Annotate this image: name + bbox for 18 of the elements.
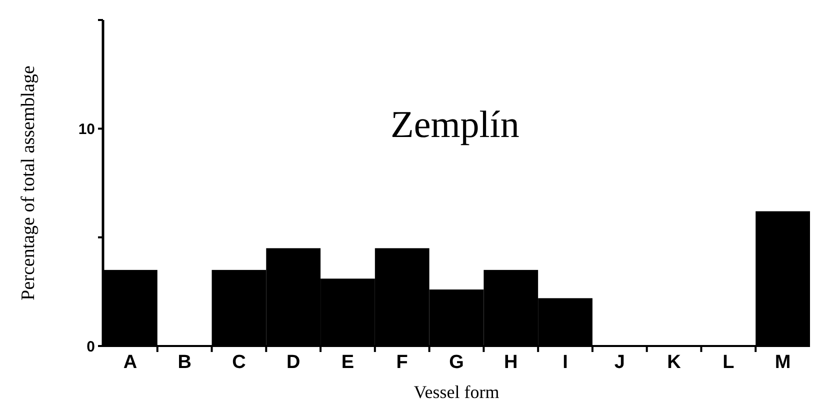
x-tick-label: A <box>123 352 138 373</box>
x-tick-label: F <box>396 352 408 373</box>
x-tick-label: D <box>286 352 300 373</box>
x-tick-label: L <box>722 352 735 373</box>
x-tick-label: G <box>449 352 464 373</box>
y-tick-label: 10 <box>78 120 95 138</box>
x-tick-label: B <box>178 352 192 373</box>
x-tick-label: E <box>341 352 354 373</box>
x-tick-label: I <box>562 352 568 373</box>
x-tick-label: K <box>667 352 682 373</box>
x-tick-label: M <box>774 352 791 373</box>
y-axis-title: Percentage of total assemblage <box>18 66 39 300</box>
x-tick-label: H <box>504 352 518 373</box>
y-tick-label: 0 <box>86 338 95 356</box>
text: Zemplín <box>390 104 520 146</box>
x-axis-title: Vessel form <box>414 382 500 402</box>
x-tick-label: C <box>232 352 246 373</box>
x-tick-label: J <box>614 352 625 373</box>
